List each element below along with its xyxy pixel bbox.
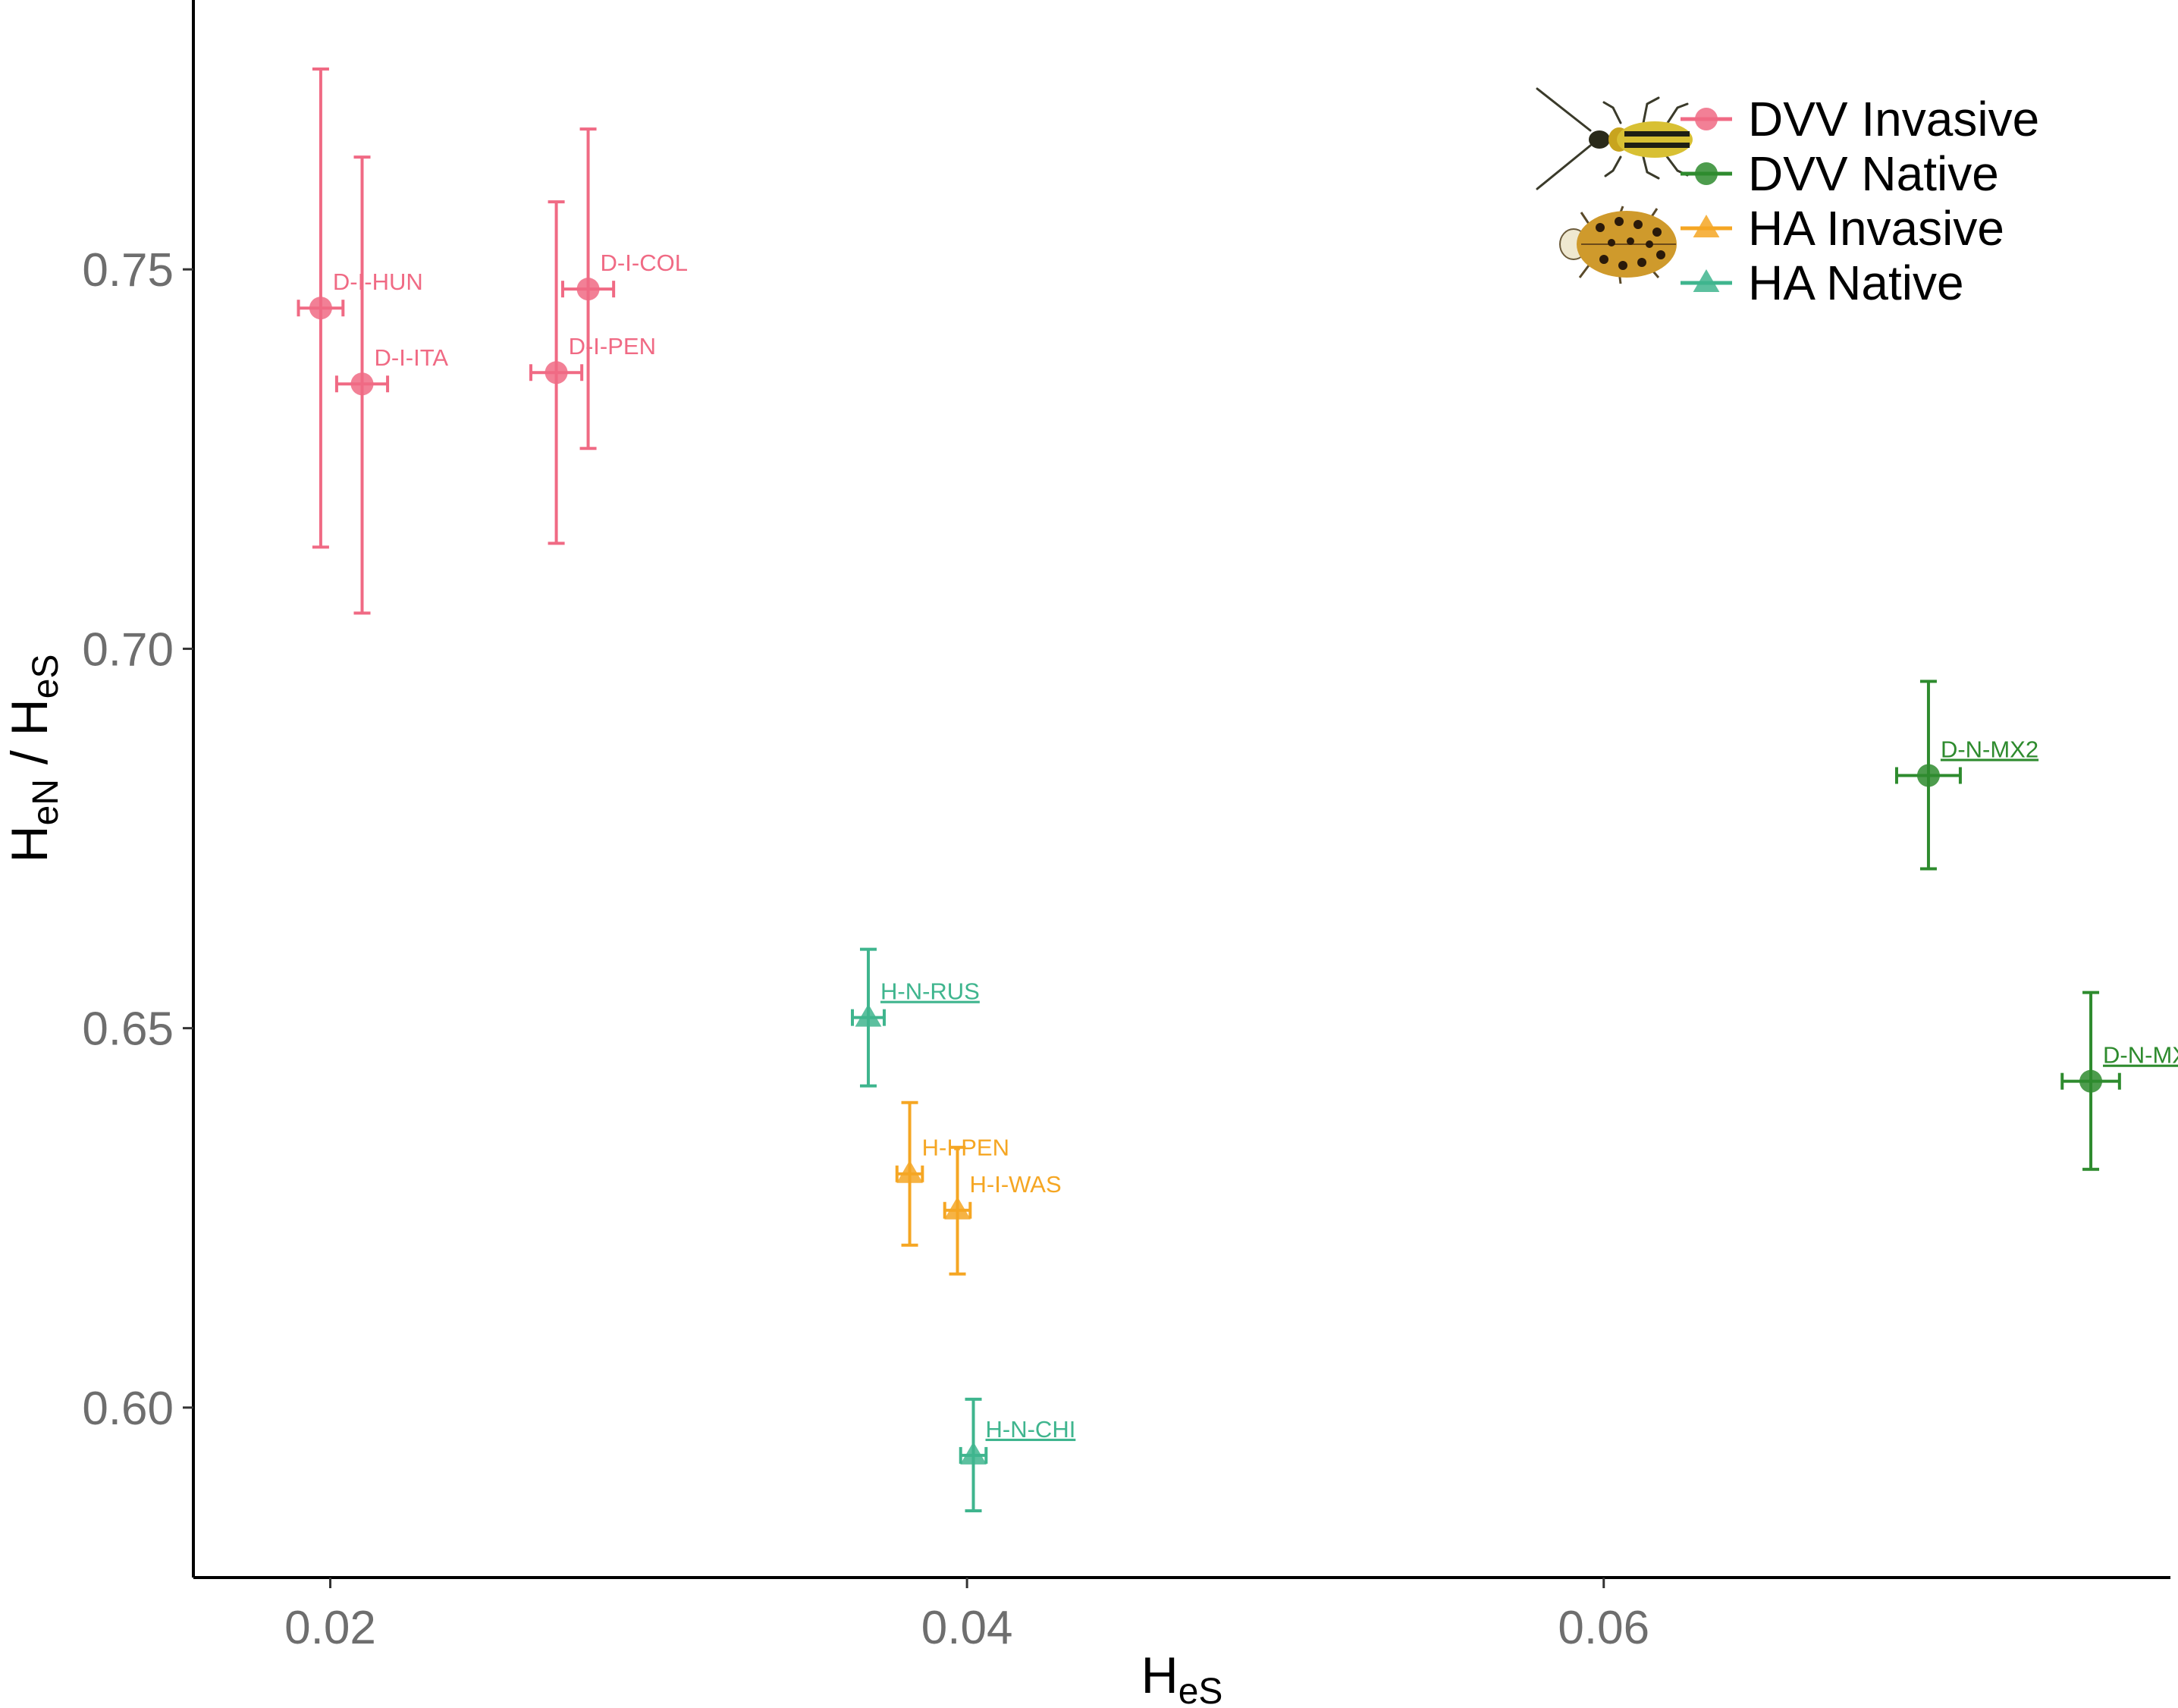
data-label: D-N-MX2 [1941, 736, 2038, 762]
ladybird-icon [1559, 206, 1677, 284]
y-tick-label: 0.65 [82, 1003, 174, 1056]
data-point [544, 361, 568, 385]
data-label: D-I-COL [601, 250, 688, 276]
y-tick-label: 0.75 [82, 244, 174, 297]
legend-item: HA Native [1681, 256, 1964, 310]
y-tick-label: 0.70 [82, 623, 174, 676]
y-tick-label: 0.60 [82, 1383, 174, 1435]
data-label: D-I-PEN [569, 333, 656, 359]
y-axis-title-sub: eN [26, 779, 66, 825]
x-tick-label: 0.02 [284, 1602, 376, 1654]
data-point [896, 1160, 923, 1183]
x-tick-label: 0.06 [1558, 1602, 1649, 1654]
data-label: D-I-HUN [333, 268, 423, 295]
legend-item: DVV Native [1681, 146, 1999, 201]
beetle-icon [1536, 87, 1693, 190]
data-point [309, 297, 332, 320]
y-axis-title-sub: eS [26, 655, 66, 699]
data-point [576, 278, 600, 301]
series-1: D-N-MX2 D-N-MX1 [1894, 680, 2178, 1171]
y-axis-title-main: H [1, 825, 58, 862]
data-point [944, 1196, 971, 1220]
data-label: D-I-ITA [374, 344, 448, 371]
x-axis-title-main: H [1141, 1647, 1178, 1704]
y-axis-title-main: / H [1, 699, 58, 779]
data-marks: D-I-HUND-I-ITAD-I-COLD-I-PEND-N-MX2D-N-M… [297, 68, 2178, 1512]
legend-item: HA Invasive [1681, 201, 2004, 256]
legend-label: DVV Native [1748, 146, 1999, 201]
data-point [960, 1441, 987, 1465]
x-axis-title-sub: eS [1178, 1672, 1223, 1704]
series-0: D-I-HUN D-I-ITA D-I-COL D-I-PEN [297, 68, 688, 615]
legend-label: HA Invasive [1748, 201, 2004, 256]
legend-item: DVV Invasive [1681, 92, 2039, 146]
legend-marker [1695, 108, 1718, 130]
legend-label: DVV Invasive [1748, 92, 2039, 146]
data-label: H-N-RUS [880, 978, 980, 1005]
data-point [350, 372, 374, 396]
data-point [1916, 764, 1940, 787]
data-label: H-N-CHI [986, 1416, 1076, 1443]
x-tick-label: 0.04 [921, 1602, 1013, 1654]
data-point [855, 1003, 882, 1027]
series-3: H-N-RUS H-N-CHI [851, 947, 1076, 1512]
x-axis-title: HeS [1141, 1647, 1223, 1704]
legend-label: HA Native [1748, 256, 1964, 310]
legend-marker [1693, 215, 1720, 237]
legend-marker [1695, 162, 1718, 185]
y-axis-title: HeN / HeS [1, 655, 66, 863]
data-label: D-N-MX1 [2103, 1042, 2178, 1069]
data-point [2079, 1069, 2103, 1093]
data-label: H-I-WAS [970, 1171, 1062, 1198]
legend-marker [1693, 269, 1720, 292]
